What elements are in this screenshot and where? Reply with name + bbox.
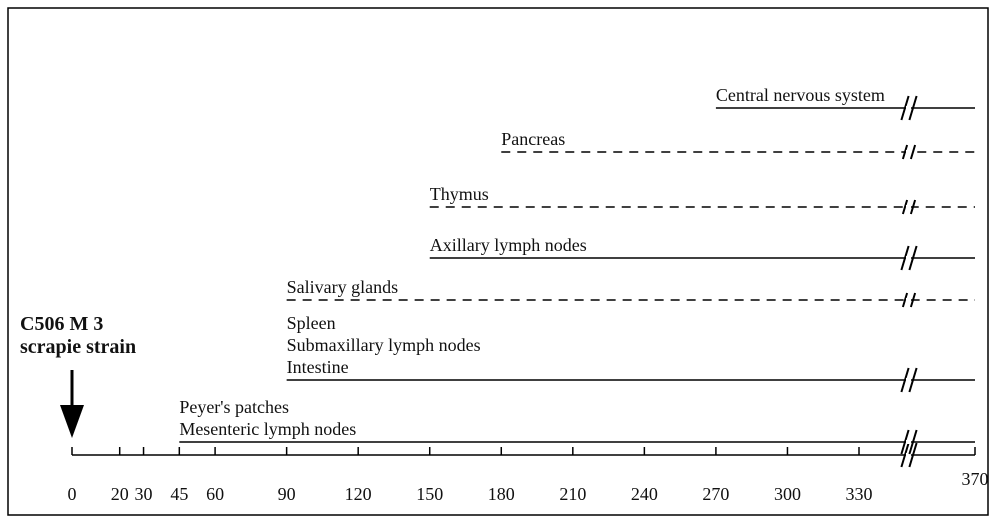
line-break <box>901 144 909 160</box>
break-gap <box>906 453 911 457</box>
line-break <box>909 199 917 215</box>
break-gap <box>906 106 911 110</box>
break-gap <box>906 378 911 382</box>
axis-break <box>900 442 910 468</box>
line-break <box>900 429 910 455</box>
tissue-label: Axillary lymph nodes <box>430 235 587 255</box>
line-break <box>901 199 909 215</box>
frame <box>7 7 989 516</box>
tissue-label: Mesenteric lymph nodes <box>179 419 356 439</box>
x-tick-label: 60 <box>206 484 224 504</box>
x-tick-label: 370 <box>962 469 989 489</box>
break-gap <box>906 205 911 209</box>
line-break <box>908 429 918 455</box>
line-break <box>909 292 917 308</box>
tissue-label: Spleen <box>287 313 336 333</box>
x-tick-label: 180 <box>488 484 515 504</box>
x-tick-label: 90 <box>278 484 296 504</box>
x-tick-label: 300 <box>774 484 801 504</box>
x-tick-label: 0 <box>68 484 77 504</box>
tissue-label: Pancreas <box>501 129 565 149</box>
tissue-label: Intestine <box>287 357 349 377</box>
break-gap <box>906 256 911 260</box>
tissue-label: Salivary glands <box>287 277 398 297</box>
arrow-head <box>60 405 84 438</box>
x-tick-label: 240 <box>631 484 658 504</box>
tissue-label: Peyer's patches <box>179 397 289 417</box>
x-tick-label: 210 <box>559 484 586 504</box>
break-gap <box>906 298 911 302</box>
line-break <box>908 245 918 271</box>
x-tick-label: 120 <box>345 484 372 504</box>
axis-break <box>908 442 918 468</box>
tissue-label: Thymus <box>430 184 489 204</box>
line-break <box>900 245 910 271</box>
title-line: C506 M 3 <box>20 313 103 335</box>
x-tick-label: 30 <box>135 484 153 504</box>
line-break <box>900 95 910 121</box>
break-gap <box>906 440 911 444</box>
line-break <box>909 144 917 160</box>
line-break <box>900 367 910 393</box>
line-break <box>901 292 909 308</box>
x-tick-label: 150 <box>416 484 443 504</box>
line-break <box>908 367 918 393</box>
x-tick-label: 20 <box>111 484 129 504</box>
title-line: scrapie strain <box>20 336 136 358</box>
x-tick-label: 270 <box>702 484 729 504</box>
tissue-label: Central nervous system <box>716 85 885 105</box>
x-tick-label: 330 <box>846 484 873 504</box>
tissue-label: Submaxillary lymph nodes <box>287 335 481 355</box>
line-break <box>908 95 918 121</box>
x-tick-label: 45 <box>170 484 188 504</box>
break-gap <box>906 150 911 154</box>
